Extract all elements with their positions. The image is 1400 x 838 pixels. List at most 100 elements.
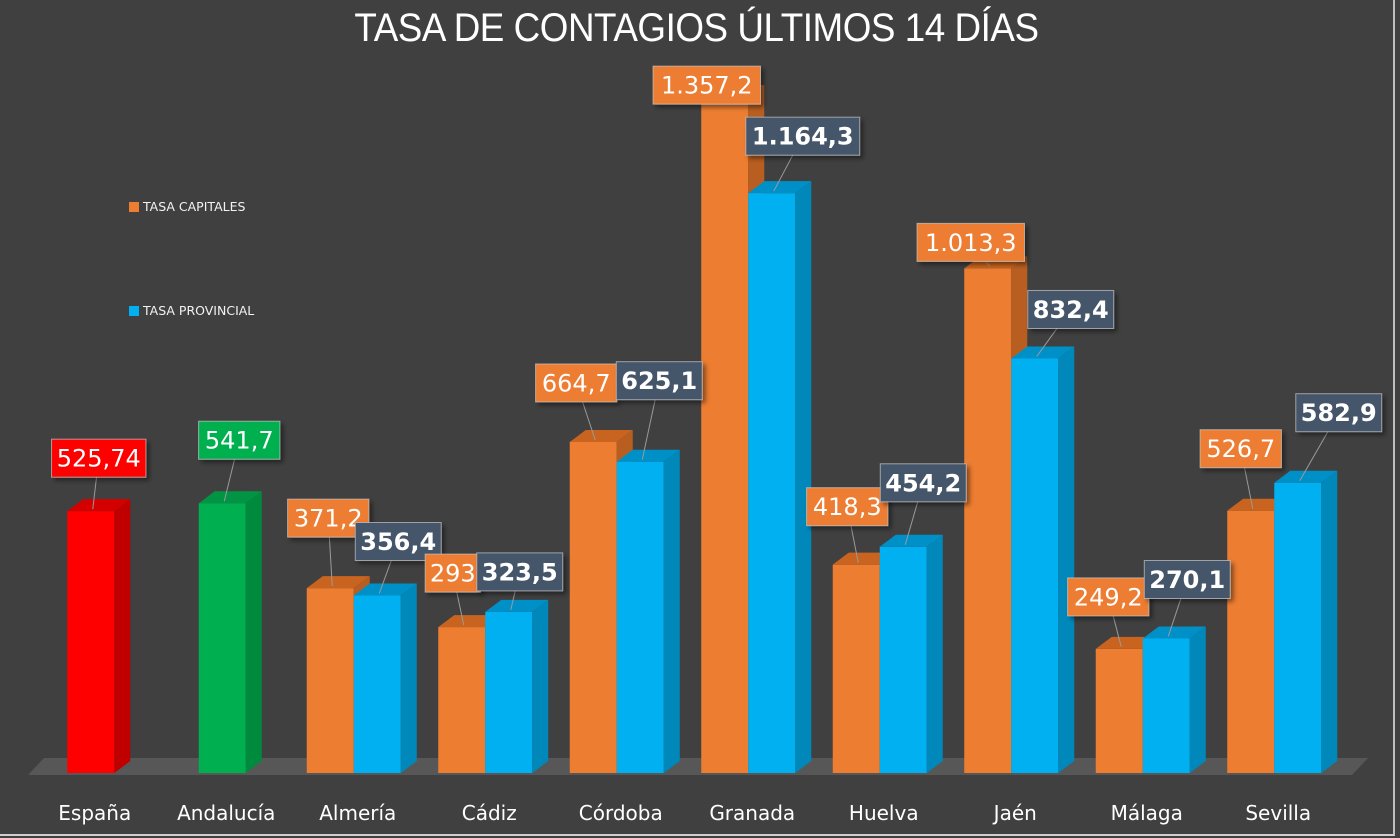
- data-label-españa-text: 525,74: [57, 445, 141, 473]
- category-label: Jaén: [992, 801, 1037, 825]
- data-label-sevilla-capitales-box: [1199, 429, 1282, 469]
- chart-title: TASA DE CONTAGIOS ÚLTIMOS 14 DÍAS: [354, 6, 1039, 50]
- category-label: España: [58, 801, 131, 825]
- bar-cádiz-provincial-side: [532, 599, 549, 773]
- bar-cádiz-provincial-top: [485, 599, 549, 612]
- data-label-huelva-provincial-text: 454,2: [885, 469, 961, 497]
- data-label-huelva-capitales-box: [806, 487, 889, 527]
- data-label-granada-capitales-box: [652, 65, 761, 105]
- bar-granada-provincial-side: [795, 181, 812, 774]
- bar-andalucía-front: [198, 503, 246, 773]
- bar-córdoba-capitales-top: [569, 429, 633, 442]
- bar-españa: [67, 499, 131, 773]
- data-label-huelva-provincial-box: [879, 463, 967, 503]
- bar-málaga-provincial-front: [1142, 638, 1190, 773]
- bar-almería-capitales-front: [306, 588, 354, 773]
- data-label-córdoba-provincial-text: 625,1: [621, 367, 697, 395]
- bar-córdoba-provincial-side: [663, 449, 680, 773]
- bar-málaga-provincial-top: [1142, 626, 1206, 639]
- category-label: Córdoba: [579, 801, 663, 825]
- bar-córdoba-capitales-front: [569, 441, 617, 773]
- data-label-huelva-provincial: 454,2: [879, 463, 967, 503]
- data-label-huelva-capitales-text: 418,3: [813, 493, 882, 521]
- bar-almería-provincial-front: [353, 595, 401, 773]
- bar-granada-provincial-top: [748, 181, 812, 194]
- data-label-cádiz-capitales-text: 293: [430, 560, 476, 588]
- data-label-málaga-capitales-text: 249,2: [1074, 583, 1143, 611]
- data-label-jaén-provincial-box: [1027, 289, 1115, 329]
- bar-granada-provincial-front: [748, 193, 796, 774]
- bar-jaén-provincial-front: [1011, 358, 1059, 773]
- legend-swatch-capitales: [129, 201, 139, 212]
- data-label-málaga-provincial-box: [1143, 559, 1231, 599]
- category-label: Andalucía: [177, 801, 275, 825]
- data-label-córdoba-provincial: 625,1: [615, 361, 703, 401]
- bar-sevilla-provincial-top: [1274, 470, 1338, 483]
- data-label-jaén-provincial-text: 832,4: [1033, 296, 1109, 324]
- data-label-sevilla-capitales-text: 526,7: [1206, 435, 1275, 463]
- data-label-granada-capitales-text: 1.357,2: [661, 72, 753, 100]
- data-label-cádiz-provincial-box: [476, 552, 564, 592]
- legend-label-provincial: TASA PROVINCIAL: [143, 303, 255, 318]
- bar-andalucía: [198, 491, 262, 773]
- bar-sevilla-provincial-side: [1321, 470, 1338, 773]
- data-label-sevilla-provincial-box: [1295, 393, 1383, 433]
- bar-cádiz-provincial-front: [485, 611, 533, 773]
- bar-almería-provincial: [353, 583, 417, 773]
- bar-córdoba-provincial-top: [616, 449, 680, 462]
- data-label-cádiz-provincial: 323,5: [476, 552, 564, 592]
- data-label-cádiz-capitales-box: [424, 553, 481, 593]
- bar-jaén-capitales-front: [964, 268, 1012, 773]
- data-label-jaén-capitales-text: 1.013,3: [925, 229, 1017, 257]
- category-label: Almería: [319, 801, 396, 825]
- legend-item-provincial: TASA PROVINCIAL: [129, 303, 254, 318]
- category-label: Huelva: [849, 801, 919, 825]
- bar-huelva-provincial: [879, 534, 943, 773]
- data-label-españa-box: [51, 438, 147, 478]
- data-label-córdoba-provincial-box: [615, 361, 703, 401]
- data-label-cádiz-capitales: 293: [424, 553, 481, 593]
- data-label-granada-provincial-box: [745, 116, 861, 156]
- data-label-granada-provincial: 1.164,3: [745, 116, 861, 156]
- data-label-cádiz-provincial-text: 323,5: [482, 558, 558, 586]
- data-label-andalucía-text: 541,7: [205, 427, 274, 455]
- data-label-andalucía-box: [198, 420, 281, 460]
- bar-málaga-provincial: [1142, 626, 1206, 773]
- bar-españa-side: [114, 499, 131, 773]
- bar-almería-provincial-side: [400, 583, 417, 773]
- data-label-córdoba-capitales-box: [535, 363, 618, 403]
- bar-córdoba-provincial: [616, 449, 680, 773]
- bar-jaén-provincial-top: [1011, 346, 1075, 359]
- bar-huelva-provincial-front: [879, 546, 927, 773]
- bar-málaga-capitales-front: [1095, 648, 1143, 773]
- bar-almería-provincial-top: [353, 583, 417, 596]
- category-label: Sevilla: [1245, 801, 1311, 825]
- bar-huelva-provincial-side: [926, 534, 943, 773]
- data-label-málaga-provincial: 270,1: [1143, 559, 1231, 599]
- data-label-córdoba-capitales-text: 664,7: [542, 369, 611, 397]
- data-label-huelva-capitales: 418,3: [806, 487, 889, 527]
- data-label-sevilla-capitales: 526,7: [1199, 429, 1282, 469]
- data-label-sevilla-provincial-text: 582,9: [1301, 399, 1377, 427]
- data-label-andalucía: 541,7: [198, 420, 281, 460]
- bar-españa-top: [67, 499, 131, 512]
- category-label: Granada: [709, 801, 795, 825]
- bar-huelva-capitales-front: [832, 564, 880, 773]
- data-label-jaén-capitales-box: [916, 222, 1025, 262]
- bar-cádiz-capitales-front: [438, 627, 486, 773]
- data-label-españa: 525,74: [51, 438, 147, 478]
- bar-sevilla-provincial-front: [1274, 482, 1322, 773]
- data-label-jaén-provincial: 832,4: [1027, 289, 1115, 329]
- bar-andalucía-side: [245, 491, 262, 773]
- bar-córdoba-provincial-front: [616, 461, 664, 773]
- bar-sevilla-provincial: [1274, 470, 1338, 773]
- data-label-almería-provincial-text: 356,4: [360, 528, 436, 556]
- data-label-almería-capitales: 371,2: [287, 498, 370, 538]
- bar-jaén-provincial: [1011, 346, 1075, 773]
- legend-item-capitales: TASA CAPITALES: [129, 199, 245, 214]
- data-label-almería-capitales-text: 371,2: [294, 505, 363, 533]
- category-label: Málaga: [1111, 801, 1183, 825]
- legend-label-capitales: TASA CAPITALES: [143, 199, 246, 214]
